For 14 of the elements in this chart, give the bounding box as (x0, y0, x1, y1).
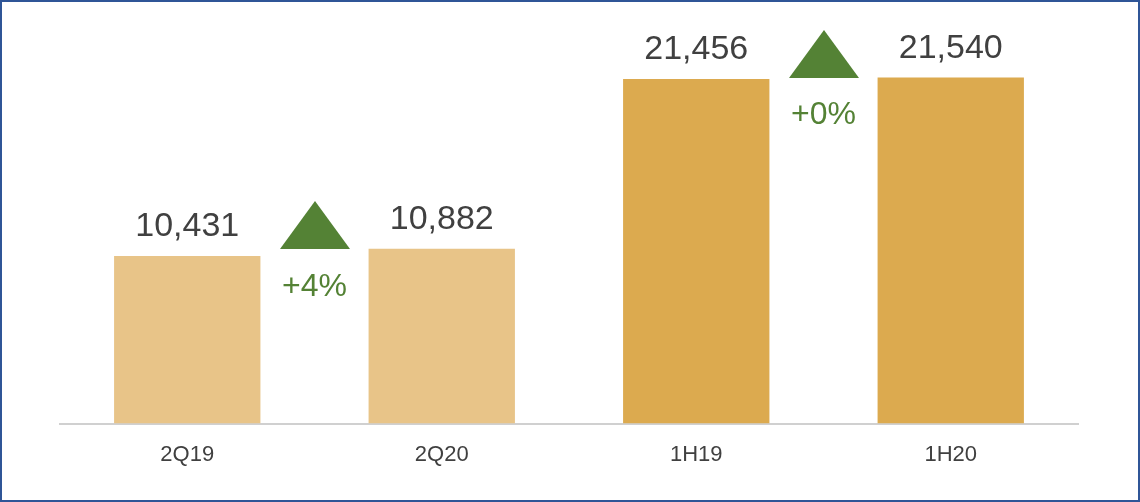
bar (623, 78, 770, 424)
data-label: 21,540 (898, 26, 1003, 65)
x-tick-label: 2Q19 (160, 440, 215, 466)
data-label: 21,456 (644, 28, 749, 67)
x-tick-label: 1H19 (669, 440, 723, 466)
bar (114, 256, 261, 424)
annotation: +0% (791, 95, 856, 132)
annotation: +4% (282, 266, 347, 303)
x-tick-label: 1H20 (924, 440, 978, 466)
data-label: 10,882 (389, 198, 494, 237)
data-label: 10,431 (135, 205, 240, 244)
bar (877, 77, 1024, 424)
bar (368, 248, 515, 424)
x-tick-label: 2Q20 (414, 440, 469, 466)
